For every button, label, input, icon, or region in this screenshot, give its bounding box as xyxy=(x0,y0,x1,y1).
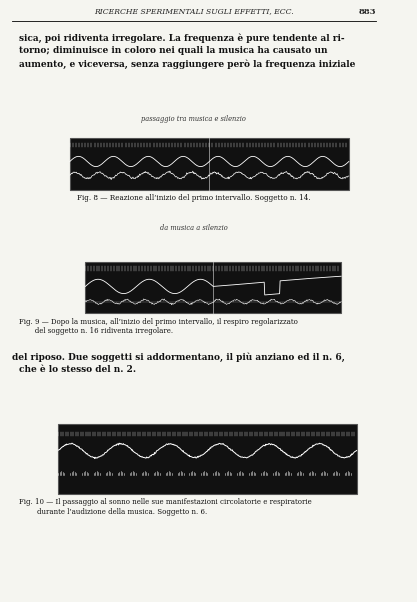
Text: torno; diminuisce in coloro nei quali la musica ha causato un: torno; diminuisce in coloro nei quali la… xyxy=(19,46,328,55)
Text: Fig. 8 — Reazione all’inizio del primo intervallo. Soggetto n. 14.: Fig. 8 — Reazione all’inizio del primo i… xyxy=(77,194,311,202)
Bar xyxy=(85,262,341,313)
Text: RICERCHE SPERIMENTALI SUGLI EFFETTI, ECC.: RICERCHE SPERIMENTALI SUGLI EFFETTI, ECC… xyxy=(94,8,294,16)
Text: da musica a silenzio: da musica a silenzio xyxy=(160,224,228,232)
Text: sica, poi ridiventa irregolare. La frequenza è pure tendente al ri-: sica, poi ridiventa irregolare. La frequ… xyxy=(19,33,345,43)
Text: passaggio tra musica e silenzio: passaggio tra musica e silenzio xyxy=(141,116,246,123)
Bar xyxy=(58,424,357,494)
Text: 883: 883 xyxy=(359,8,376,16)
Text: Fig. 9 — Dopo la musica, all’inizio del primo intervallo, il respiro regolarizza: Fig. 9 — Dopo la musica, all’inizio del … xyxy=(19,318,298,335)
Bar xyxy=(70,138,349,190)
Text: Fig. 10 — Il passaggio al sonno nelle sue manifestazioni circolatorie e respirat: Fig. 10 — Il passaggio al sonno nelle su… xyxy=(19,498,312,516)
Text: che è lo stesso del n. 2.: che è lo stesso del n. 2. xyxy=(19,365,136,374)
Text: del riposo. Due soggetti si addormentano, il più anziano ed il n. 6,: del riposo. Due soggetti si addormentano… xyxy=(12,352,344,362)
Text: aumento, e viceversa, senza raggiungere però la frequenza iniziale: aumento, e viceversa, senza raggiungere … xyxy=(19,60,356,69)
